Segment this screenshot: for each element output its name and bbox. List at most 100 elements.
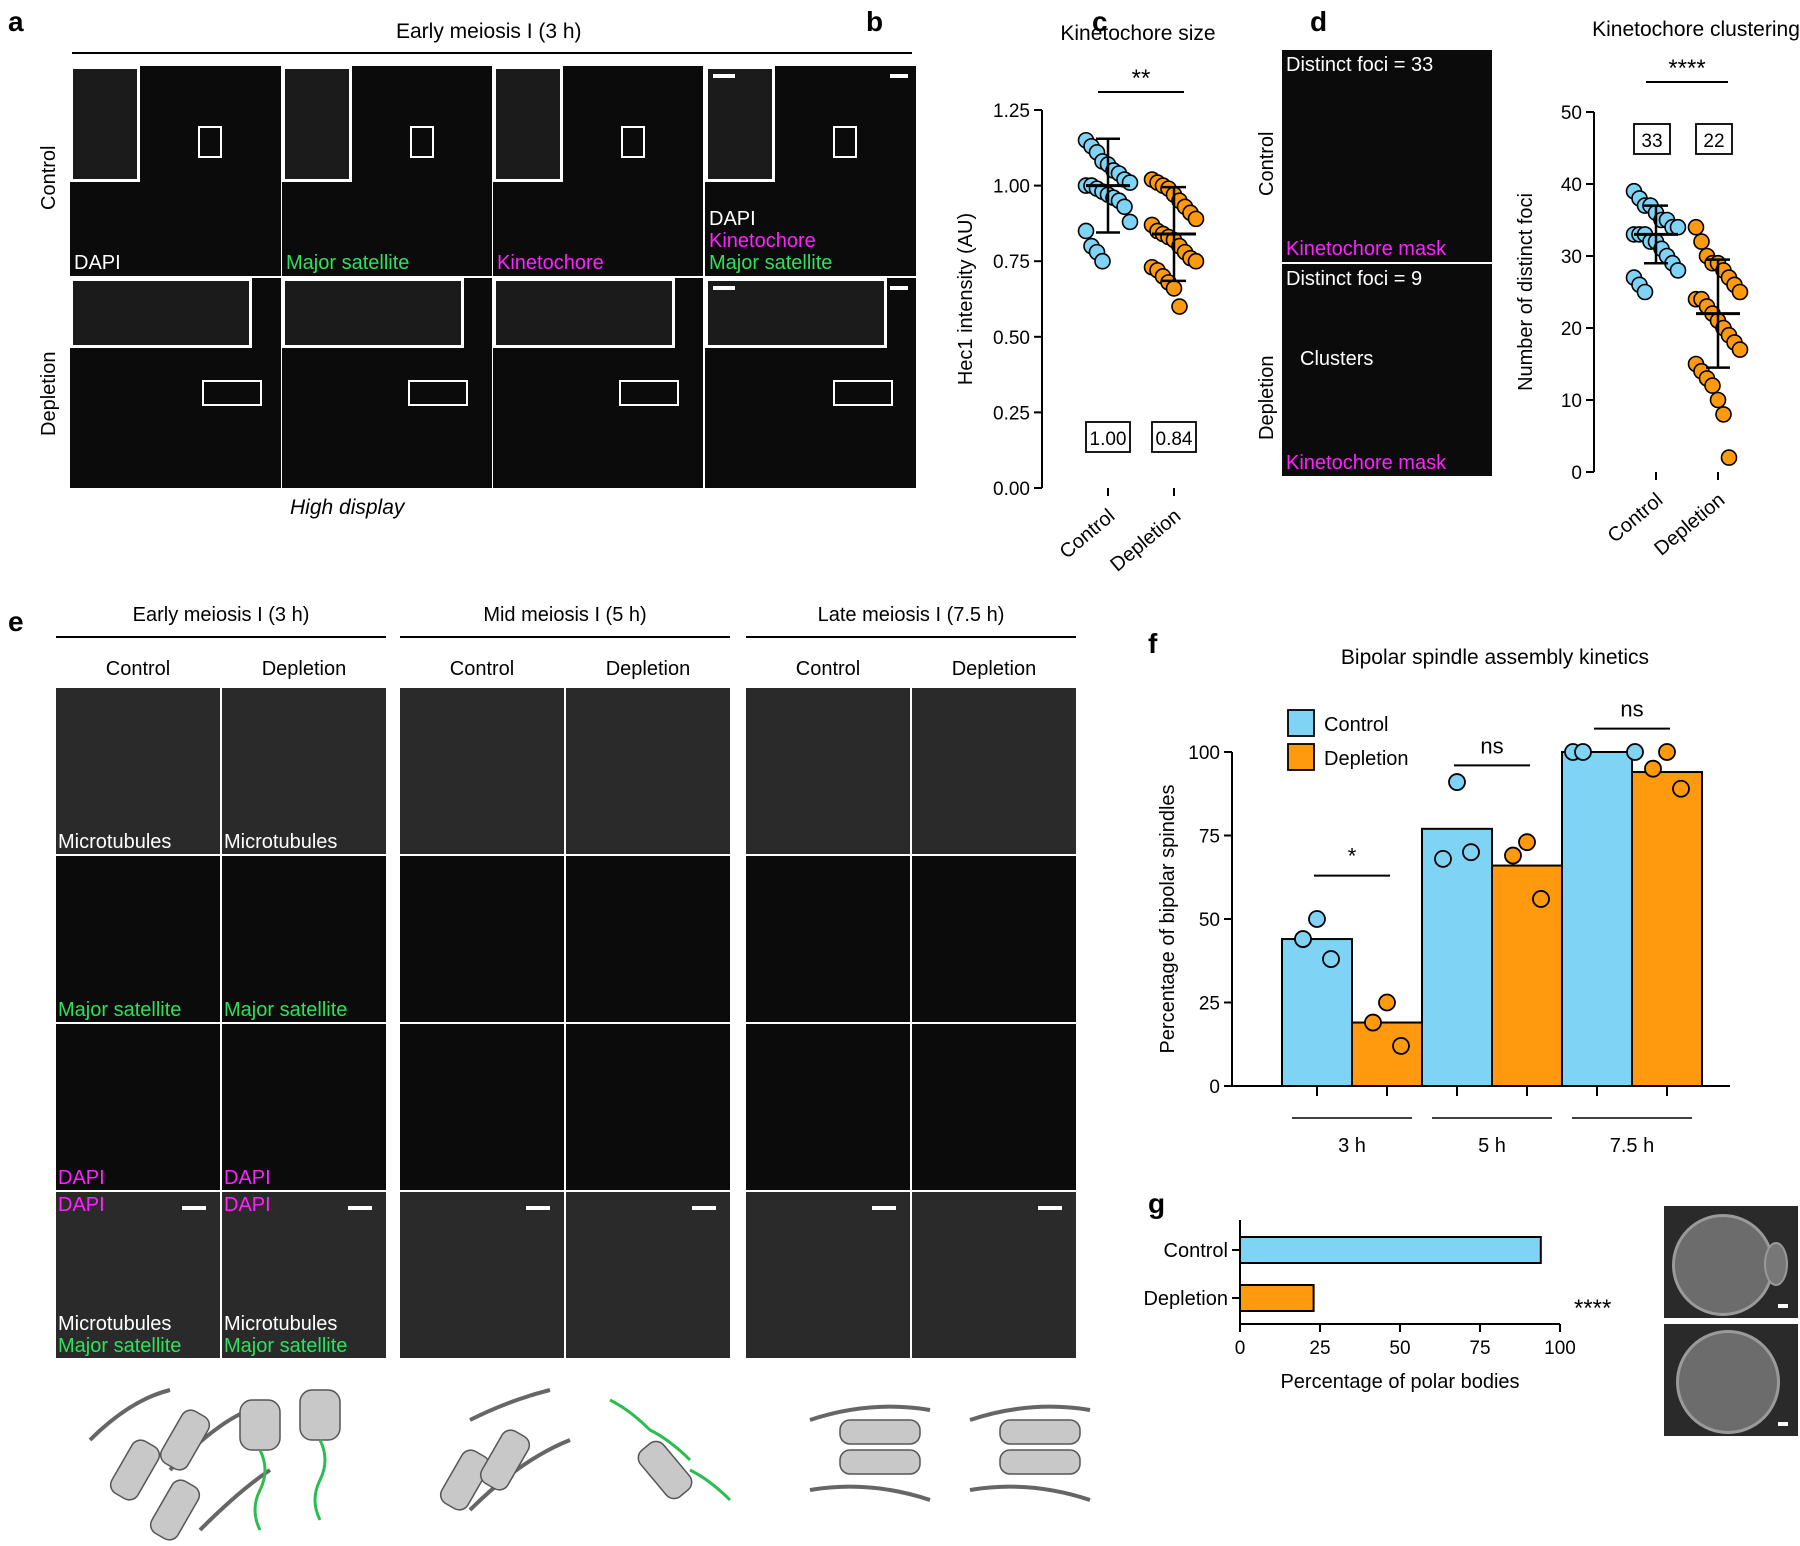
legend-label: Depletion	[1324, 748, 1409, 770]
data-point	[1644, 759, 1662, 778]
bar	[1239, 1236, 1542, 1264]
panel-a-control-dapi-image: DAPI	[70, 66, 281, 276]
data-point	[1448, 773, 1466, 791]
panel-e-micrograph	[400, 856, 564, 1022]
legend-swatch	[1287, 709, 1315, 737]
significance-label: ****	[1574, 1295, 1611, 1322]
data-point	[1378, 993, 1396, 1012]
legend-label: Control	[1324, 714, 1388, 736]
panel-c-clusters-label: Clusters	[1300, 348, 1374, 370]
significance-label: ns	[1480, 733, 1503, 758]
bar	[1631, 771, 1703, 1087]
panel-e-micrograph	[400, 1024, 564, 1190]
bar	[1491, 864, 1563, 1087]
panel-e-micrograph: Microtubules	[222, 688, 386, 854]
panel-g-chart: 0 25 50 75 100 Percentage of polar bodies Cont…	[1143, 1220, 1611, 1393]
data-point	[1322, 950, 1340, 968]
panel-c-depletion-text: Distinct foci = 9	[1286, 268, 1423, 290]
panel-label-b: b	[866, 6, 884, 37]
panel-c-row-depletion: Depletion	[1256, 355, 1278, 440]
y-tick-label: 1.00	[993, 177, 1030, 198]
panel-c-control-mask-label: Kinetochore mask	[1286, 238, 1447, 260]
mean-box	[1633, 123, 1671, 155]
panel-e-micrograph	[566, 1192, 730, 1358]
panel-e-micrograph	[566, 688, 730, 854]
panel-e-merge-dapi-label: DAPI	[224, 1194, 271, 1216]
x-tick-label: 25	[1309, 1338, 1330, 1359]
scale-bar	[182, 1206, 206, 1210]
panel-e-micrograph	[746, 1024, 910, 1190]
data-point	[1165, 280, 1183, 297]
x-tick-label: Control	[1056, 505, 1120, 563]
panel-c-control-text: Distinct foci = 33	[1286, 54, 1434, 76]
y-tick-label: 0.00	[993, 479, 1030, 500]
panel-e-micrograph	[746, 688, 910, 854]
panel-e-micrograph	[912, 856, 1076, 1022]
x-tick-label: 5 h	[1478, 1135, 1506, 1157]
data-point	[1693, 233, 1710, 250]
panel-a-control-majorsat-image: Major satellite	[282, 66, 492, 276]
panel-e-stage-title: Late meiosis I (7.5 h)	[817, 604, 1005, 626]
panel-e-dapi-label: DAPI	[224, 1167, 271, 1189]
panel-e-micrograph	[400, 1192, 564, 1358]
panel-e-micrograph	[566, 1024, 730, 1190]
y-tick-label: 0	[1571, 463, 1582, 484]
merge-majorsat-label: Major satellite	[709, 252, 833, 274]
x-tick-label: Depletion	[1106, 505, 1185, 574]
y-tick-label: 1.25	[993, 101, 1030, 122]
data-point	[1308, 910, 1326, 928]
data-point	[1720, 449, 1738, 466]
data-point	[1626, 743, 1644, 761]
scale-bar	[692, 1206, 716, 1210]
significance-label: ns	[1620, 697, 1643, 722]
y-axis-label: Percentage of bipolar spindles	[1157, 784, 1179, 1053]
panel-a-title: Early meiosis I (3 h)	[396, 20, 582, 43]
data-point	[1434, 849, 1452, 868]
panel-d-chart: Kinetochore clustering 0 10 20 30 40 50 Number…	[1515, 18, 1800, 560]
panel-e-mt-label: Microtubules	[224, 831, 338, 853]
data-point	[1462, 843, 1480, 862]
panel-e-micrograph: DAPI	[222, 1024, 386, 1190]
panel-e-condition-label: Control	[449, 658, 515, 680]
panel-g-depletion-oocyte-image	[1664, 1324, 1798, 1436]
panel-e-micrograph	[400, 688, 564, 854]
panel-e-condition-label: Depletion	[951, 658, 1037, 680]
y-tick-label: 50	[1199, 910, 1220, 931]
panel-a-row-depletion: Depletion	[38, 351, 60, 436]
data-point	[1171, 298, 1188, 315]
panel-e-condition-label: Control	[105, 658, 171, 680]
data-point	[1077, 222, 1095, 240]
data-point	[1121, 174, 1139, 191]
x-tick-label: 50	[1389, 1338, 1410, 1359]
panel-e-micrograph	[912, 688, 1076, 854]
data-point	[1731, 341, 1749, 358]
data-point	[1121, 213, 1139, 231]
panel-label-e: e	[8, 606, 24, 637]
x-tick-label: Depletion	[1650, 489, 1729, 560]
y-tick-label: 50	[1561, 103, 1582, 124]
y-axis-label: Number of distinct foci	[1515, 193, 1537, 391]
data-point	[1715, 406, 1732, 423]
y-tick-label: 25	[1199, 994, 1220, 1015]
panel-label-g: g	[1148, 1188, 1166, 1219]
data-point	[1704, 377, 1721, 394]
data-point	[1731, 283, 1749, 301]
panel-a-depletion-majorsat-image	[282, 278, 492, 488]
data-point	[1187, 252, 1205, 270]
bar	[1351, 1021, 1423, 1088]
mean-label: 0.84	[1156, 429, 1193, 450]
panel-e-micrograph	[746, 856, 910, 1022]
panel-a-title-rule	[72, 52, 912, 54]
data-point	[1116, 198, 1133, 216]
y-tick-label: 0.75	[993, 252, 1030, 273]
panel-label-a: a	[8, 6, 24, 37]
panel-b-chart: Kinetochore size 0.00 0.25 0.50 0.75 1.00 1.2…	[955, 22, 1216, 574]
panel-e-ms-label: Major satellite	[224, 999, 348, 1021]
merge-dapi-label: DAPI	[709, 208, 756, 230]
panel-e-micrograph: Major satellite	[222, 856, 386, 1022]
panel-a-control-merge-image: DAPI Kinetochore Major satellite	[705, 66, 916, 276]
panel-g-control-oocyte-image	[1664, 1206, 1798, 1318]
panel-a-depletion-kinetochore-image	[493, 278, 703, 488]
panel-a-depletion-merge-image	[705, 278, 916, 488]
panel-c-depletion-mask-label: Kinetochore mask	[1286, 452, 1447, 474]
